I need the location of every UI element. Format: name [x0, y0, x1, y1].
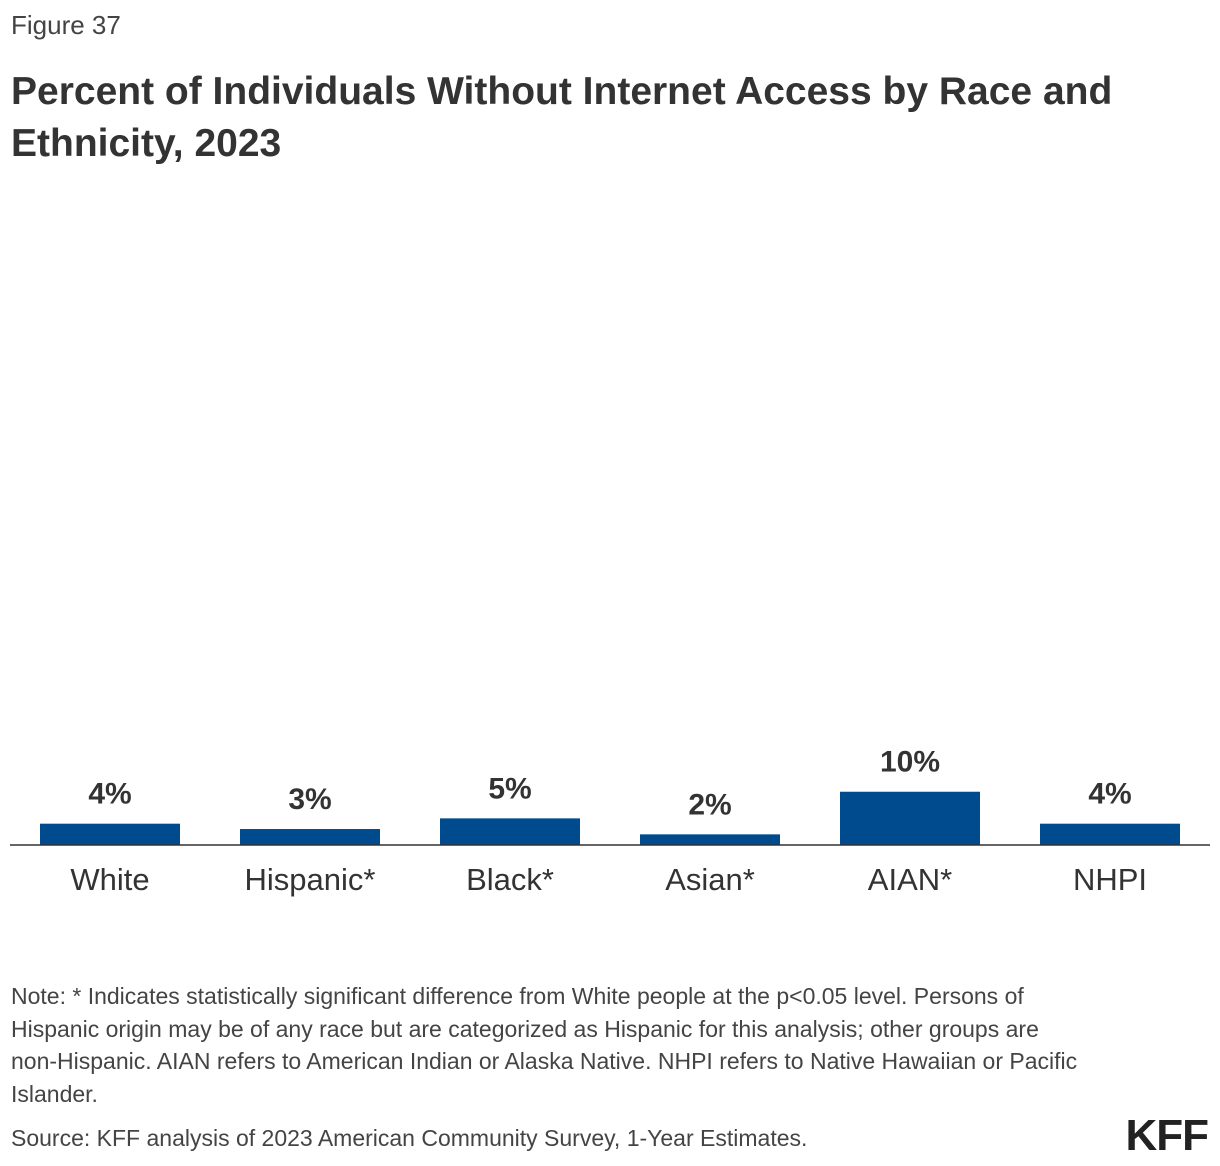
bar-aian [840, 791, 980, 845]
bar-nhpi [1040, 823, 1180, 845]
category-label: AIAN* [868, 862, 952, 897]
figure-label: Figure 37 [11, 10, 121, 40]
kff-logo: KFF [1125, 1111, 1209, 1160]
category-label: Black* [466, 862, 554, 897]
category-labels-group: White Hispanic* Black* Asian* AIAN* NHPI [70, 862, 1147, 897]
category-label: NHPI [1073, 862, 1147, 897]
bar-asian [640, 834, 780, 845]
chart-source: Source: KFF analysis of 2023 American Co… [11, 1125, 808, 1151]
category-label: Hispanic* [245, 862, 376, 897]
bar-chart: 4% 3% 5% 2% 10% 4% White Hispanic* Black* Asian*… [10, 746, 1210, 897]
value-label: 5% [488, 772, 531, 805]
chart-title: Percent of Individuals Without Internet … [11, 70, 1113, 165]
bar-white [40, 823, 180, 845]
value-label: 10% [880, 746, 940, 779]
bar-black [440, 818, 580, 845]
value-label: 3% [288, 783, 331, 816]
bar-hispanic [240, 829, 380, 845]
category-label: White [70, 862, 149, 897]
value-label: 4% [88, 778, 131, 811]
value-labels-group: 4% 3% 5% 2% 10% 4% [88, 746, 1131, 822]
bars-group [40, 791, 1180, 845]
value-label: 2% [688, 788, 731, 821]
category-label: Asian* [665, 862, 755, 897]
value-label: 4% [1088, 778, 1131, 811]
chart-note: Note: * Indicates statistically signific… [11, 983, 1078, 1107]
